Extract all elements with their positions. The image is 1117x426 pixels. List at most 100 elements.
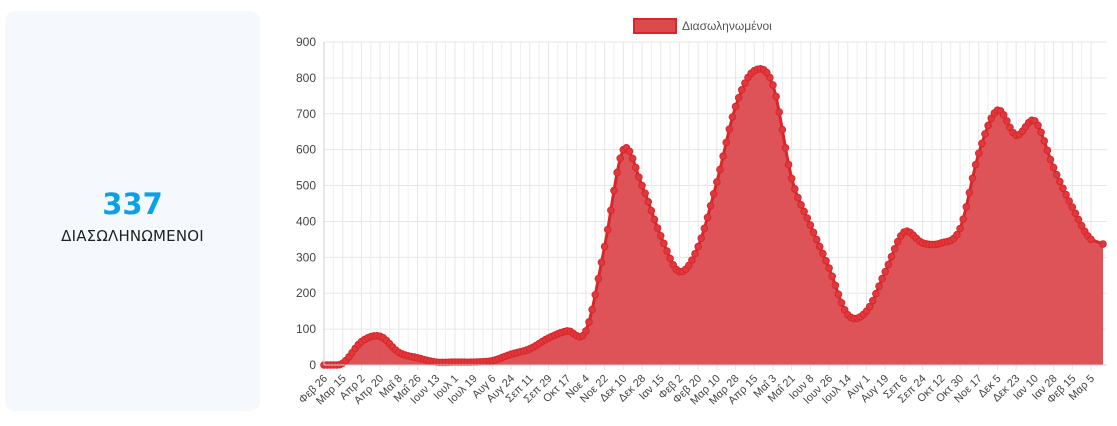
data-point bbox=[1037, 128, 1045, 137]
data-point bbox=[974, 149, 983, 158]
y-tick-label: 900 bbox=[296, 35, 316, 49]
data-point bbox=[597, 258, 606, 267]
y-tick-label: 700 bbox=[296, 107, 316, 121]
data-point bbox=[1052, 170, 1061, 179]
data-point bbox=[647, 206, 656, 215]
data-point bbox=[1043, 146, 1052, 155]
data-point bbox=[778, 125, 787, 134]
data-point bbox=[837, 298, 846, 307]
stat-label: ΔΙΑΣΩΛΗΝΩΜΕΝΟΙ bbox=[61, 226, 204, 245]
data-point bbox=[700, 224, 709, 233]
data-point bbox=[603, 225, 612, 234]
y-tick-label: 100 bbox=[296, 322, 316, 336]
data-point bbox=[794, 193, 802, 202]
data-point bbox=[703, 213, 712, 222]
data-point bbox=[1056, 177, 1064, 186]
y-tick-label: 0 bbox=[309, 358, 316, 372]
data-point bbox=[834, 290, 843, 299]
data-point bbox=[713, 178, 721, 186]
data-point bbox=[644, 197, 653, 206]
data-point bbox=[697, 234, 706, 243]
data-point bbox=[769, 81, 777, 89]
data-point bbox=[719, 152, 727, 160]
data-point bbox=[803, 214, 812, 222]
data-point bbox=[694, 242, 702, 251]
data-point bbox=[1065, 197, 1073, 205]
y-tick-label: 400 bbox=[296, 214, 316, 228]
data-point bbox=[722, 138, 731, 147]
stat-card: 337 ΔΙΑΣΩΛΗΝΩΜΕΝΟΙ bbox=[5, 11, 260, 411]
data-point bbox=[656, 232, 665, 240]
data-point bbox=[600, 242, 609, 251]
data-point bbox=[825, 264, 833, 272]
intubated-chart: Διασωληνωμένοι 0 100 200 300 400 500 600 700 800 9… bbox=[296, 18, 1107, 407]
data-point bbox=[1049, 163, 1058, 172]
y-tick-label: 600 bbox=[296, 143, 316, 157]
data-point bbox=[878, 274, 886, 283]
data-point bbox=[971, 160, 980, 169]
data-point bbox=[819, 249, 827, 258]
data-point bbox=[728, 113, 737, 121]
data-point bbox=[635, 173, 643, 182]
data-point bbox=[741, 79, 749, 87]
data-point bbox=[881, 267, 890, 276]
data-point bbox=[731, 102, 740, 111]
data-point bbox=[956, 224, 964, 233]
data-point bbox=[1034, 121, 1042, 130]
data-point bbox=[893, 237, 902, 246]
data-point bbox=[831, 281, 840, 290]
data-point bbox=[962, 203, 971, 211]
data-point bbox=[653, 224, 662, 232]
data-point bbox=[588, 305, 596, 314]
y-tick-label: 200 bbox=[296, 286, 316, 300]
data-point bbox=[809, 228, 818, 237]
data-point bbox=[691, 249, 699, 258]
data-point bbox=[709, 190, 718, 198]
data-point bbox=[666, 254, 674, 263]
data-point bbox=[738, 86, 746, 94]
chart-container: Διασωληνωμένοι 0 100 200 300 400 500 600 700 800 9… bbox=[270, 0, 1117, 426]
data-point bbox=[1003, 117, 1011, 125]
data-point bbox=[999, 111, 1008, 119]
data-point bbox=[628, 154, 637, 163]
data-point bbox=[1099, 240, 1107, 248]
data-point bbox=[1040, 137, 1049, 145]
data-point bbox=[582, 327, 590, 335]
data-point bbox=[984, 121, 992, 130]
data-point bbox=[1074, 215, 1083, 224]
data-point bbox=[953, 230, 961, 239]
data-point bbox=[784, 160, 793, 169]
data-point bbox=[594, 274, 603, 283]
y-tick-label: 800 bbox=[296, 71, 316, 85]
data-point bbox=[585, 318, 593, 326]
data-point bbox=[663, 247, 671, 255]
data-point bbox=[1046, 155, 1055, 164]
data-point bbox=[959, 215, 967, 224]
data-point bbox=[716, 165, 724, 174]
data-point bbox=[875, 282, 883, 290]
data-point bbox=[872, 289, 880, 298]
data-point bbox=[884, 260, 893, 269]
data-point bbox=[781, 144, 790, 152]
data-point bbox=[725, 125, 734, 133]
y-tick-label: 300 bbox=[296, 250, 316, 264]
data-point bbox=[791, 185, 799, 193]
data-point bbox=[772, 92, 780, 101]
y-tick-label: 500 bbox=[296, 179, 316, 193]
data-point bbox=[815, 242, 824, 251]
data-point bbox=[591, 290, 600, 299]
data-point bbox=[766, 73, 774, 82]
data-point bbox=[890, 245, 899, 253]
data-point bbox=[797, 201, 805, 209]
data-point bbox=[787, 174, 796, 183]
data-point bbox=[1077, 221, 1086, 230]
data-point bbox=[887, 252, 896, 261]
data-point bbox=[616, 154, 625, 163]
legend-swatch bbox=[633, 18, 677, 34]
data-point bbox=[1071, 209, 1080, 218]
series-area bbox=[324, 68, 1103, 365]
data-point bbox=[978, 139, 986, 148]
data-point bbox=[865, 302, 874, 311]
data-point bbox=[650, 215, 659, 224]
data-point bbox=[625, 147, 634, 156]
